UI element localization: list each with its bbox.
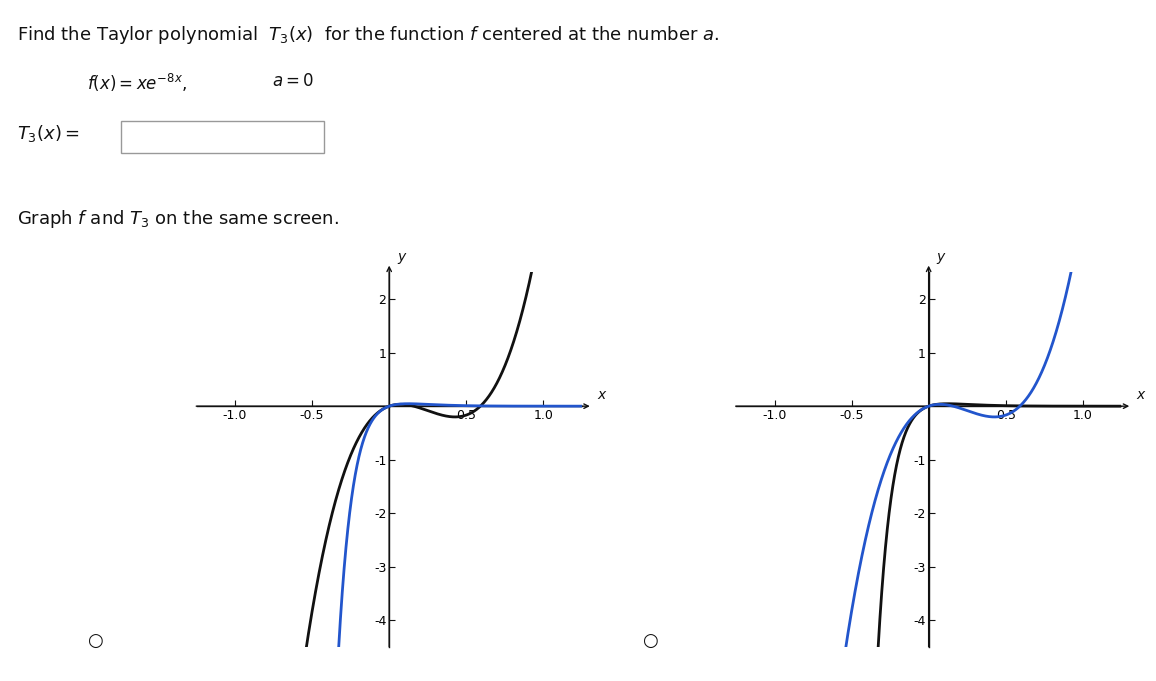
Text: $f(x) = xe^{-8x},$: $f(x) = xe^{-8x},$ (87, 72, 187, 93)
Text: x: x (598, 388, 606, 402)
Text: $a = 0$: $a = 0$ (272, 72, 313, 89)
Text: Find the Taylor polynomial  $T_3(x)$  for the function $f$ centered at the numbe: Find the Taylor polynomial $T_3(x)$ for … (17, 24, 719, 46)
Text: y: y (936, 251, 944, 264)
Text: $T_3(x) =$: $T_3(x) =$ (17, 123, 80, 144)
Text: x: x (1136, 388, 1144, 402)
Text: ○: ○ (642, 633, 658, 650)
Text: Graph $f$ and $T_3$ on the same screen.: Graph $f$ and $T_3$ on the same screen. (17, 208, 339, 229)
Text: y: y (397, 251, 405, 264)
Text: ○: ○ (87, 633, 103, 650)
